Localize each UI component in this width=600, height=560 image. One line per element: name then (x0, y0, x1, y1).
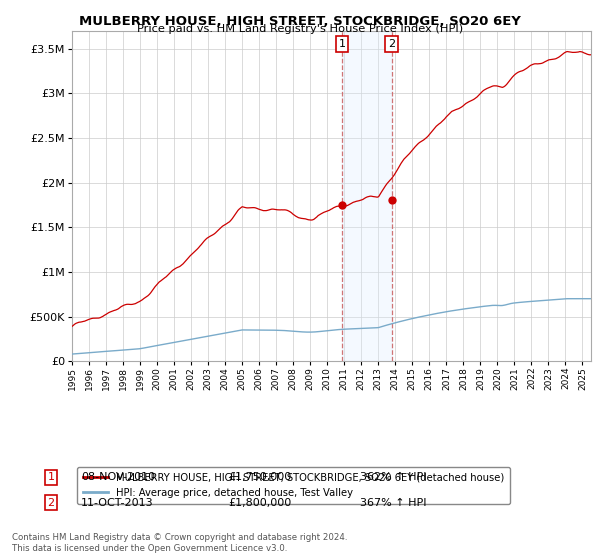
Legend: MULBERRY HOUSE, HIGH STREET, STOCKBRIDGE, SO20 6EY (detached house), HPI: Averag: MULBERRY HOUSE, HIGH STREET, STOCKBRIDGE… (77, 467, 510, 504)
Text: £1,800,000: £1,800,000 (228, 498, 291, 508)
Text: 2: 2 (47, 498, 55, 508)
Text: 362% ↑ HPI: 362% ↑ HPI (360, 472, 427, 482)
Text: 11-OCT-2013: 11-OCT-2013 (81, 498, 154, 508)
Text: 367% ↑ HPI: 367% ↑ HPI (360, 498, 427, 508)
Text: 08-NOV-2010: 08-NOV-2010 (81, 472, 155, 482)
Text: Price paid vs. HM Land Registry's House Price Index (HPI): Price paid vs. HM Land Registry's House … (137, 24, 463, 34)
Text: 1: 1 (338, 39, 346, 49)
Text: £1,750,000: £1,750,000 (228, 472, 291, 482)
Text: 1: 1 (47, 472, 55, 482)
Text: Contains HM Land Registry data © Crown copyright and database right 2024.
This d: Contains HM Land Registry data © Crown c… (12, 533, 347, 553)
Bar (342, 31, 392, 361)
Text: 2: 2 (388, 39, 395, 49)
Text: MULBERRY HOUSE, HIGH STREET, STOCKBRIDGE, SO20 6EY: MULBERRY HOUSE, HIGH STREET, STOCKBRIDGE… (79, 15, 521, 27)
